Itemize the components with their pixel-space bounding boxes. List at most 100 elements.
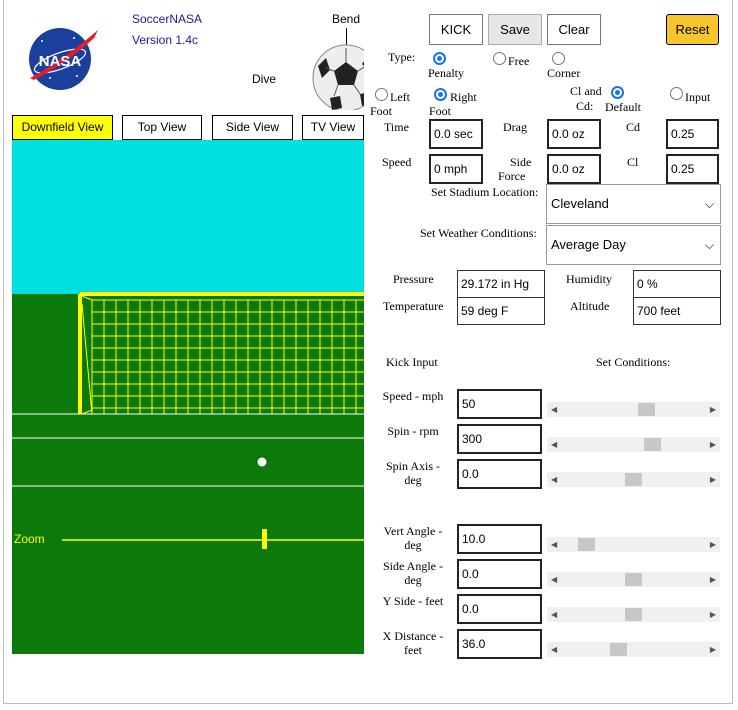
- slider-thumb[interactable]: [578, 538, 595, 551]
- side-angle-input[interactable]: 0.0: [457, 559, 542, 589]
- weather-selected-value: Average Day: [551, 237, 626, 252]
- type-label: Type:: [388, 50, 416, 64]
- clear-button[interactable]: Clear: [547, 14, 601, 45]
- nasa-logo: NASA: [22, 26, 102, 92]
- save-button[interactable]: Save: [488, 14, 542, 45]
- spin-axis-slider[interactable]: ◀ ▶: [547, 472, 720, 487]
- soccer-ball-icon: [312, 44, 364, 110]
- stadium-select[interactable]: Cleveland ⌵: [546, 184, 721, 224]
- vert-angle-input[interactable]: 10.0: [457, 524, 542, 554]
- cl-cd-input-label: Input: [685, 90, 711, 104]
- slider-right-arrow-icon[interactable]: ▶: [709, 610, 716, 619]
- slider-left-arrow-icon[interactable]: ◀: [551, 575, 558, 584]
- spin-axis-input[interactable]: 0.0: [457, 459, 542, 489]
- frame-left-border: [3, 0, 4, 704]
- time-label: Time: [384, 120, 409, 134]
- altitude-output: 700 feet: [633, 297, 721, 325]
- speed-input[interactable]: 50: [457, 389, 542, 419]
- slider-right-arrow-icon[interactable]: ▶: [709, 475, 716, 484]
- bend-label: Bend: [332, 12, 361, 26]
- kick-input-heading: Kick Input: [386, 355, 438, 369]
- right-foot-label-line2: Foot: [429, 104, 452, 118]
- pressure-output: 29.172 in Hg: [457, 270, 545, 298]
- corner-radio[interactable]: [552, 52, 565, 65]
- side-angle-slider[interactable]: ◀ ▶: [547, 572, 720, 587]
- cl-cd-label-line1: Cl and: [570, 84, 602, 98]
- slider-thumb[interactable]: [644, 438, 661, 451]
- goal-net: [78, 292, 364, 415]
- side-force-label-line1: Side: [510, 155, 532, 169]
- spin-axis-label-line2: deg: [404, 473, 422, 487]
- chevron-down-icon: ⌵: [704, 238, 714, 252]
- zoom-handle: [262, 529, 267, 549]
- spin-input[interactable]: 300: [457, 424, 542, 454]
- free-label: Free: [508, 54, 530, 68]
- x-distance-input[interactable]: 36.0: [457, 629, 542, 659]
- free-radio[interactable]: [493, 52, 506, 65]
- altitude-label: Altitude: [570, 299, 610, 313]
- side-force-output: 0.0 oz: [547, 154, 601, 184]
- side-angle-label-line1: Side Angle -: [383, 559, 443, 573]
- right-foot-radio[interactable]: [434, 88, 447, 101]
- speed-label: Speed: [382, 155, 412, 169]
- x-distance-label-line2: feet: [404, 643, 422, 657]
- weather-select[interactable]: Average Day ⌵: [546, 225, 721, 265]
- slider-thumb[interactable]: [610, 643, 627, 656]
- right-foot-label-line1: Right: [450, 90, 477, 104]
- tab-side-view[interactable]: Side View: [212, 115, 293, 140]
- tab-top-view[interactable]: Top View: [122, 115, 202, 140]
- side-angle-label-line2: deg: [404, 573, 422, 587]
- slider-thumb[interactable]: [638, 403, 655, 416]
- vert-angle-slider[interactable]: ◀ ▶: [547, 537, 720, 552]
- side-force-label-line2: Force: [498, 169, 526, 183]
- humidity-label: Humidity: [566, 272, 613, 286]
- cd-label: Cd: [626, 120, 641, 134]
- slider-right-arrow-icon[interactable]: ▶: [709, 645, 716, 654]
- zoom-label: Zoom: [14, 532, 45, 546]
- reset-button[interactable]: Reset: [666, 14, 719, 45]
- slider-right-arrow-icon[interactable]: ▶: [709, 575, 716, 584]
- stadium-selected-value: Cleveland: [551, 196, 609, 211]
- slider-left-arrow-icon[interactable]: ◀: [551, 540, 558, 549]
- left-foot-label-line1: Left: [390, 90, 410, 104]
- x-distance-slider[interactable]: ◀ ▶: [547, 642, 720, 657]
- penalty-radio[interactable]: [433, 52, 446, 65]
- app-version: Version 1.4c: [132, 33, 199, 47]
- slider-thumb[interactable]: [625, 573, 642, 586]
- slider-right-arrow-icon[interactable]: ▶: [709, 440, 716, 449]
- weather-label: Set Weather Conditions:: [420, 226, 537, 240]
- cd-input[interactable]: 0.25: [666, 119, 719, 149]
- slider-left-arrow-icon[interactable]: ◀: [551, 440, 558, 449]
- vert-angle-label-line1: Vert Angle -: [383, 524, 443, 538]
- tab-tv-view[interactable]: TV View: [302, 115, 364, 140]
- cl-input[interactable]: 0.25: [666, 154, 719, 184]
- speed-output: 0 mph: [429, 154, 483, 184]
- slider-left-arrow-icon[interactable]: ◀: [551, 475, 558, 484]
- set-conditions-heading: Set Conditions:: [596, 355, 671, 369]
- y-side-slider[interactable]: ◀ ▶: [547, 607, 720, 622]
- slider-thumb[interactable]: [625, 608, 642, 621]
- net-side: [81, 303, 93, 415]
- spin-slider[interactable]: ◀ ▶: [547, 437, 720, 452]
- time-output: 0.0 sec: [429, 119, 483, 149]
- y-side-input[interactable]: 0.0: [457, 594, 542, 624]
- spin-label-line1: Spin - rpm: [387, 424, 439, 438]
- temperature-output: 59 deg F: [457, 297, 545, 325]
- slider-right-arrow-icon[interactable]: ▶: [709, 405, 716, 414]
- slider-left-arrow-icon[interactable]: ◀: [551, 610, 558, 619]
- y-side-label-line1: Y Side - feet: [382, 594, 444, 608]
- cl-cd-input-radio[interactable]: [670, 87, 683, 100]
- slider-left-arrow-icon[interactable]: ◀: [551, 405, 558, 414]
- frame-bottom-border: [3, 703, 733, 704]
- speed-slider[interactable]: ◀ ▶: [547, 402, 720, 417]
- left-foot-radio[interactable]: [375, 88, 388, 101]
- tab-downfield-view[interactable]: Downfield View: [12, 115, 113, 140]
- slider-thumb[interactable]: [625, 473, 642, 486]
- field-view[interactable]: Zoom: [12, 140, 364, 654]
- chevron-down-icon: ⌵: [704, 197, 714, 211]
- slider-left-arrow-icon[interactable]: ◀: [551, 645, 558, 654]
- cl-cd-default-radio[interactable]: [611, 86, 624, 99]
- kick-button[interactable]: KICK: [429, 14, 483, 45]
- drag-label: Drag: [503, 120, 527, 134]
- slider-right-arrow-icon[interactable]: ▶: [709, 540, 716, 549]
